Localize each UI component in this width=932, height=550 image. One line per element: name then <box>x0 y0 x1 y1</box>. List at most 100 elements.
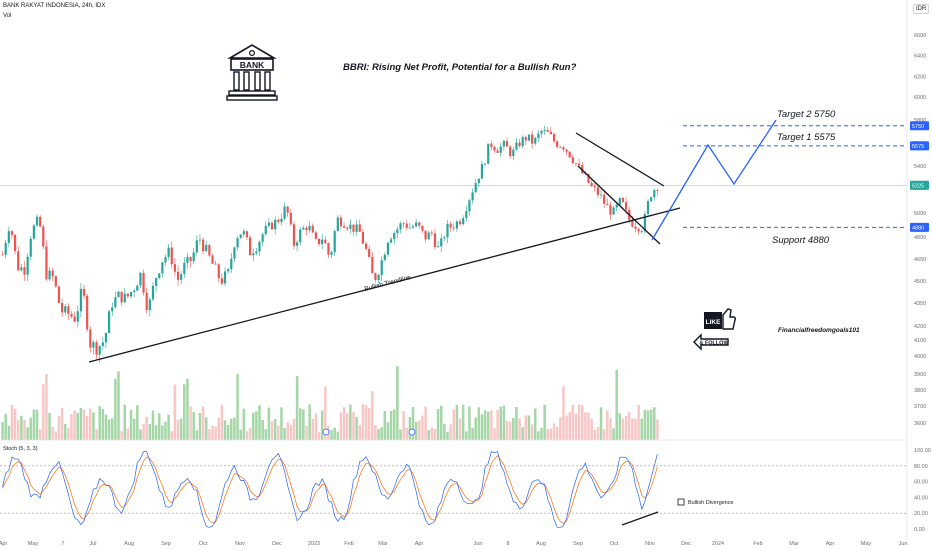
volume-bar <box>602 428 606 440</box>
time-tick-label: Oct <box>199 541 208 547</box>
candle <box>374 273 377 281</box>
candle <box>390 239 393 243</box>
divergence-label: Bullish Divergence <box>688 500 734 506</box>
candle <box>4 242 7 255</box>
candle <box>148 299 151 311</box>
volume-bar <box>590 418 593 440</box>
volume-bar <box>239 429 242 440</box>
bank-icon: BANK <box>226 44 278 101</box>
volume-bar <box>349 404 352 440</box>
volume-bar <box>198 412 202 440</box>
candle <box>233 247 236 259</box>
candle <box>427 232 430 240</box>
volume-bar <box>496 409 499 440</box>
time-tick-label: Apr <box>826 541 835 547</box>
candle <box>208 245 211 256</box>
time-tick-label: May <box>28 541 39 547</box>
candle <box>484 163 487 165</box>
divergence-icon <box>677 498 685 506</box>
time-tick-label: Apr <box>0 541 7 547</box>
volume-bar <box>396 366 399 440</box>
volume-bar <box>336 431 340 440</box>
candle <box>411 226 415 228</box>
candle <box>51 270 54 277</box>
candle <box>574 162 578 164</box>
like-follow-icon[interactable]: LIKE & FOLLOW <box>693 308 737 351</box>
candle <box>82 289 86 296</box>
currency-badge[interactable]: IDR <box>913 4 930 14</box>
candle <box>86 295 89 330</box>
candle <box>540 131 543 134</box>
price-label-badge <box>910 222 929 232</box>
candle <box>477 178 480 184</box>
volume-bar <box>377 429 380 440</box>
volume-bar <box>615 369 618 440</box>
candle <box>317 238 321 245</box>
candle <box>54 276 57 287</box>
volume-bar <box>361 404 365 440</box>
candle <box>217 264 220 279</box>
volume-bar <box>552 423 556 440</box>
candle <box>89 329 92 348</box>
candle <box>280 218 283 223</box>
volume-bar <box>436 409 440 440</box>
candle <box>32 225 35 239</box>
candle <box>117 291 120 298</box>
volume-bar <box>455 405 459 440</box>
volume-bar <box>211 425 214 440</box>
candle <box>239 234 242 239</box>
event-marker[interactable] <box>408 428 416 436</box>
price-tick-label: 4500 <box>914 279 926 285</box>
volume-bar <box>433 429 437 440</box>
candle <box>443 237 446 239</box>
candle <box>521 137 524 147</box>
candle <box>95 342 98 355</box>
candle <box>368 248 371 257</box>
candle <box>534 137 537 144</box>
volume-bar <box>317 431 321 440</box>
candle <box>440 238 443 247</box>
candle <box>1 254 4 256</box>
candle <box>527 134 531 141</box>
projected-path[interactable] <box>651 119 777 241</box>
volume-bar <box>45 374 48 440</box>
candle <box>311 225 314 233</box>
candle <box>643 214 646 232</box>
volume-bar <box>38 429 42 440</box>
candle <box>129 292 133 297</box>
candle <box>327 243 330 255</box>
channel-upper-line[interactable] <box>575 132 665 187</box>
candle <box>261 234 264 242</box>
stoch-tick-label: 40.00 <box>914 495 928 501</box>
volume-bar <box>104 414 108 440</box>
candle <box>73 316 76 322</box>
candle <box>205 245 208 252</box>
volume-bar <box>189 406 192 440</box>
price-tick-label: 6200 <box>914 74 926 80</box>
divergence-line[interactable] <box>621 511 659 526</box>
stoch-tick-label: 0.00 <box>914 527 925 533</box>
volume-bar <box>151 410 155 440</box>
volume-bar <box>273 419 277 440</box>
candle <box>114 297 117 308</box>
candle <box>220 278 223 284</box>
volume-bar <box>609 418 612 440</box>
volume-bar <box>42 384 45 440</box>
candle <box>430 232 433 234</box>
volume-bar <box>320 410 324 440</box>
candle <box>136 285 139 291</box>
time-axis: Apr May 7 Jul Aug Sep Oct Nov Dec 2023 Feb Mar Apr Ju… <box>0 541 907 547</box>
time-tick-label: 2023 <box>308 541 320 547</box>
candle <box>98 346 101 355</box>
bullish-trendline[interactable] <box>88 207 681 363</box>
candle <box>104 333 108 343</box>
candle <box>76 311 79 322</box>
candle <box>42 226 45 247</box>
candle <box>39 216 42 227</box>
volume-bar <box>179 418 183 440</box>
channel-lower-line[interactable] <box>577 165 661 245</box>
event-marker[interactable] <box>322 428 330 436</box>
volume-bar <box>242 408 246 440</box>
symbol-title: BANK RAKYAT INDONESIA, 24h, IDX <box>3 3 106 9</box>
